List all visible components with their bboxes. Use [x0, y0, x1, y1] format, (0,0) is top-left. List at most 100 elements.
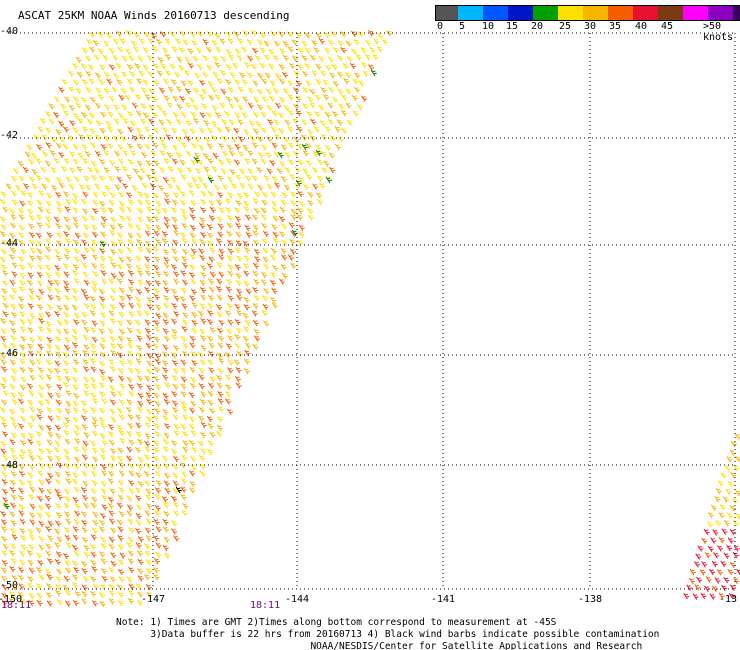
wind-barb	[180, 461, 187, 469]
wind-barb	[9, 438, 16, 446]
wind-barb	[81, 519, 88, 527]
wind-barb	[64, 408, 71, 415]
wind-barb	[172, 472, 179, 480]
wind-barb	[38, 317, 45, 325]
wind-barb	[126, 336, 133, 344]
wind-barb	[64, 206, 71, 213]
wind-barb	[1, 535, 8, 543]
wind-barb	[720, 472, 727, 479]
wind-barb	[135, 110, 143, 117]
wind-barb	[91, 600, 98, 607]
wind-barb	[298, 224, 305, 231]
wind-barb	[256, 166, 263, 174]
wind-barb	[194, 136, 201, 143]
wind-barb	[0, 318, 7, 325]
wind-barb	[68, 70, 75, 77]
wind-barb	[173, 455, 180, 463]
wind-barb	[0, 525, 8, 533]
wind-barb	[245, 288, 252, 295]
wind-barb	[351, 94, 358, 102]
wind-barb	[314, 126, 321, 133]
wind-barb	[340, 109, 348, 117]
legend-label: 20	[530, 21, 544, 32]
wind-barb	[252, 343, 259, 351]
wind-barb	[290, 262, 297, 270]
wind-barb	[176, 56, 183, 63]
wind-barb	[10, 327, 17, 335]
wind-barb	[110, 416, 117, 423]
wind-barb	[2, 496, 9, 504]
wind-barb	[190, 429, 197, 437]
wind-barb	[216, 415, 223, 423]
wind-barb	[73, 222, 80, 229]
wind-barb	[127, 222, 134, 230]
wind-barb	[140, 87, 147, 94]
wind-barb	[38, 384, 45, 391]
wind-barb	[155, 238, 162, 246]
wind-barb	[53, 96, 61, 103]
wind-barb	[207, 335, 214, 342]
wind-barb	[296, 126, 303, 133]
wind-barb	[199, 303, 206, 310]
wind-barb	[128, 583, 135, 590]
wind-barb	[19, 272, 26, 279]
wind-barb	[227, 248, 234, 255]
wind-barb	[99, 127, 106, 134]
wind-barb	[146, 296, 153, 304]
wind-barb	[45, 374, 53, 381]
wind-barb	[47, 535, 54, 542]
wind-barb	[207, 399, 214, 407]
legend-swatch	[436, 6, 458, 20]
wind-barb	[284, 119, 291, 126]
wind-barb	[716, 569, 723, 576]
wind-barb	[182, 39, 189, 46]
wind-barb	[227, 87, 235, 94]
wind-barb	[156, 38, 163, 46]
wind-barb	[154, 407, 161, 415]
wind-barb	[11, 270, 18, 278]
wind-barb	[35, 294, 42, 302]
wind-barb	[227, 37, 234, 45]
wind-barb	[55, 335, 62, 343]
wind-barb	[216, 285, 223, 293]
wind-barb	[199, 93, 206, 101]
wind-barb	[162, 248, 170, 256]
wind-barb	[54, 558, 61, 566]
wind-barb	[118, 191, 125, 199]
wind-barb	[188, 391, 195, 399]
wind-barb	[92, 456, 99, 463]
wind-barb	[92, 270, 99, 278]
wind-barb	[72, 496, 79, 504]
wind-barb	[189, 263, 196, 271]
wind-barb	[75, 87, 82, 95]
wind-barb	[252, 270, 259, 277]
wind-barb	[217, 231, 224, 238]
wind-barb	[243, 200, 250, 207]
wind-barb	[18, 453, 25, 461]
wind-barb	[216, 430, 223, 437]
wind-barb	[234, 303, 241, 310]
wind-barb	[45, 200, 52, 208]
wind-barb	[709, 593, 716, 600]
wind-barb	[1, 399, 8, 406]
wind-barb	[260, 207, 268, 214]
wind-barb	[200, 264, 207, 272]
wind-barb	[180, 493, 187, 501]
wind-barb	[302, 103, 309, 110]
wind-barb	[118, 328, 126, 336]
wind-barb	[0, 575, 8, 582]
wind-barb	[153, 79, 160, 87]
wind-barb	[73, 463, 80, 470]
wind-barb	[127, 597, 134, 605]
wind-barb	[209, 206, 216, 214]
wind-barb	[1, 287, 8, 295]
wind-barb	[373, 38, 380, 45]
legend-swatch	[483, 6, 508, 20]
wind-barb	[202, 54, 209, 62]
wind-barb	[236, 54, 243, 62]
wind-barb	[288, 159, 295, 166]
wind-barb	[732, 519, 739, 527]
wind-barb	[189, 470, 196, 477]
wind-barb	[63, 448, 70, 456]
wind-barb	[10, 375, 17, 382]
